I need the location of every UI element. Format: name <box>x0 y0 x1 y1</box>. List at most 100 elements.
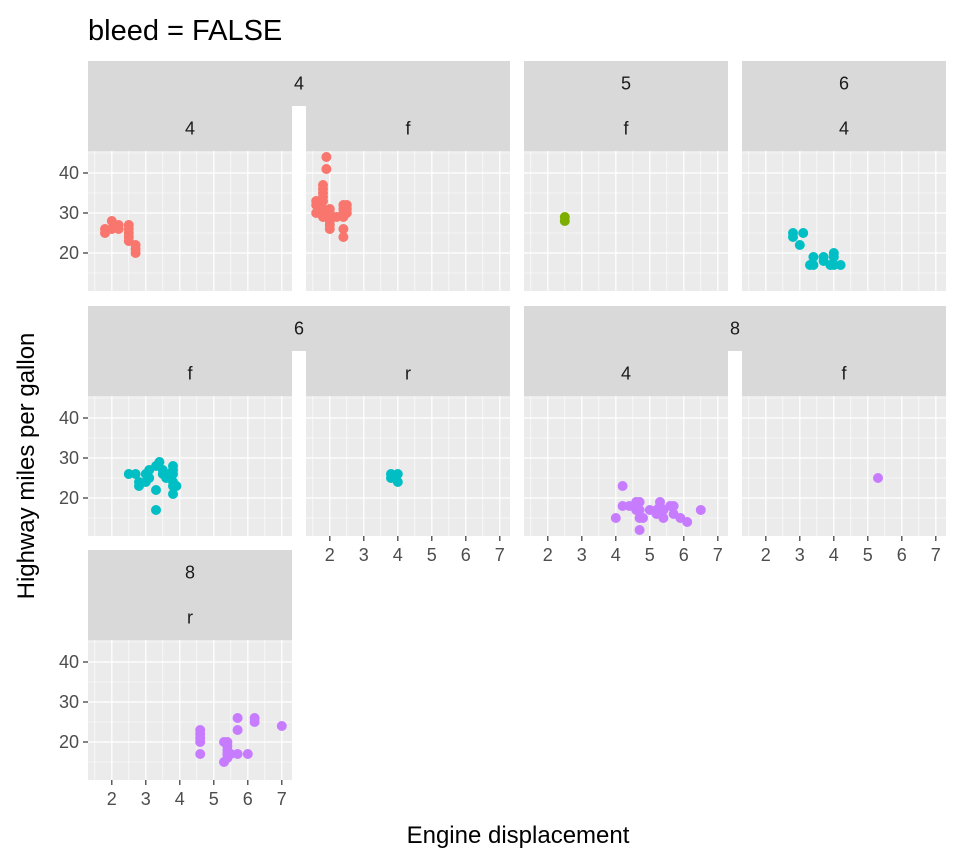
x-tick-label: 4 <box>611 545 621 565</box>
y-tick-label: 20 <box>59 732 79 752</box>
x-tick-label: 6 <box>461 545 471 565</box>
data-point <box>617 481 628 491</box>
x-tick-label: 2 <box>543 545 553 565</box>
data-point <box>123 220 134 230</box>
data-point <box>123 232 134 242</box>
y-tick-label: 20 <box>59 243 79 263</box>
data-point <box>276 721 287 731</box>
data-point <box>249 713 260 723</box>
strip-label-drv: 4 <box>839 119 849 139</box>
strip-label-drv: f <box>187 364 193 384</box>
data-point <box>788 232 798 242</box>
x-tick-label: 4 <box>393 545 403 565</box>
strip-label-drv: f <box>841 364 847 384</box>
x-tick-label: 5 <box>209 789 219 809</box>
strip-bottom <box>306 106 510 151</box>
data-point <box>638 513 648 523</box>
data-point <box>232 725 243 735</box>
data-point <box>130 244 141 254</box>
x-tick-label: 6 <box>679 545 689 565</box>
data-point <box>828 248 839 258</box>
data-point <box>798 228 809 238</box>
x-tick-label: 3 <box>141 789 151 809</box>
strip-top-band <box>524 306 946 351</box>
strip-bottom <box>524 106 728 151</box>
strip-label-cyl: 4 <box>294 74 304 94</box>
data-point <box>818 252 829 262</box>
data-point <box>695 505 706 515</box>
panel-background <box>742 151 946 291</box>
strip-label-cyl: 8 <box>730 319 740 339</box>
strip-bottom <box>306 351 510 396</box>
data-point <box>668 501 679 511</box>
panel-background <box>524 151 728 291</box>
x-axis-title: Engine displacement <box>407 822 630 849</box>
data-point <box>168 489 178 499</box>
data-point <box>318 180 328 190</box>
strip-bottom <box>88 351 292 396</box>
panel-background <box>306 151 510 291</box>
x-tick-label: 3 <box>577 545 587 565</box>
data-point <box>219 737 229 747</box>
data-point <box>318 188 328 198</box>
x-tick-label: 5 <box>427 545 437 565</box>
x-tick-label: 7 <box>277 789 287 809</box>
data-point <box>324 204 335 214</box>
x-tick-label: 7 <box>931 545 941 565</box>
data-point <box>794 240 805 250</box>
panel-background <box>88 151 292 291</box>
x-tick-label: 4 <box>175 789 185 809</box>
x-tick-label: 3 <box>795 545 805 565</box>
y-tick-label: 30 <box>59 203 79 223</box>
data-point <box>682 517 693 527</box>
strip-bottom <box>88 106 292 151</box>
y-tick-label: 40 <box>59 652 79 672</box>
data-point <box>634 505 645 515</box>
data-point <box>242 749 253 759</box>
x-tick-label: 5 <box>863 545 873 565</box>
data-point <box>658 513 669 523</box>
data-point <box>341 208 352 218</box>
strip-label-cyl: 6 <box>839 74 849 94</box>
strip-label-drv: 4 <box>621 364 631 384</box>
x-tick-label: 6 <box>243 789 253 809</box>
strip-label-drv: r <box>187 608 193 628</box>
panel-background <box>306 396 510 536</box>
y-tick-label: 30 <box>59 692 79 712</box>
data-point <box>610 513 621 523</box>
strip-label-cyl: 5 <box>621 74 631 94</box>
data-point <box>634 525 645 535</box>
data-point <box>873 473 883 483</box>
data-point <box>232 713 243 723</box>
strip-label-cyl: 8 <box>185 563 195 583</box>
x-tick-label: 5 <box>645 545 655 565</box>
strip-bottom <box>742 351 946 396</box>
x-tick-label: 4 <box>829 545 839 565</box>
strip-top-band <box>742 61 946 106</box>
data-point <box>151 505 161 515</box>
facet-panels: 20 30 40 4 f f 4 20 30 40 f 2 3 4 5 6 7 r 2 3 4 5 6 7 4 2 3 4 5 6 7 f 20… <box>59 61 946 809</box>
panel-background <box>524 396 728 536</box>
strip-label-cyl: 6 <box>294 319 304 339</box>
data-point <box>835 260 846 270</box>
y-tick-label: 30 <box>59 448 79 468</box>
data-point <box>338 232 349 242</box>
strip-bottom <box>742 106 946 151</box>
data-point <box>321 164 332 174</box>
data-point <box>144 473 155 483</box>
y-tick-label: 20 <box>59 488 79 508</box>
strip-top-band <box>88 550 292 595</box>
x-tick-label: 6 <box>897 545 907 565</box>
strip-top-band <box>88 306 510 351</box>
y-tick-label: 40 <box>59 408 79 428</box>
panel-background <box>88 640 292 780</box>
data-point <box>559 212 570 222</box>
x-tick-label: 2 <box>325 545 335 565</box>
y-tick-label: 40 <box>59 163 79 183</box>
strip-bottom <box>524 351 728 396</box>
data-point <box>324 220 335 230</box>
panel-background <box>88 396 292 536</box>
data-point <box>130 469 141 479</box>
data-point <box>168 465 178 475</box>
